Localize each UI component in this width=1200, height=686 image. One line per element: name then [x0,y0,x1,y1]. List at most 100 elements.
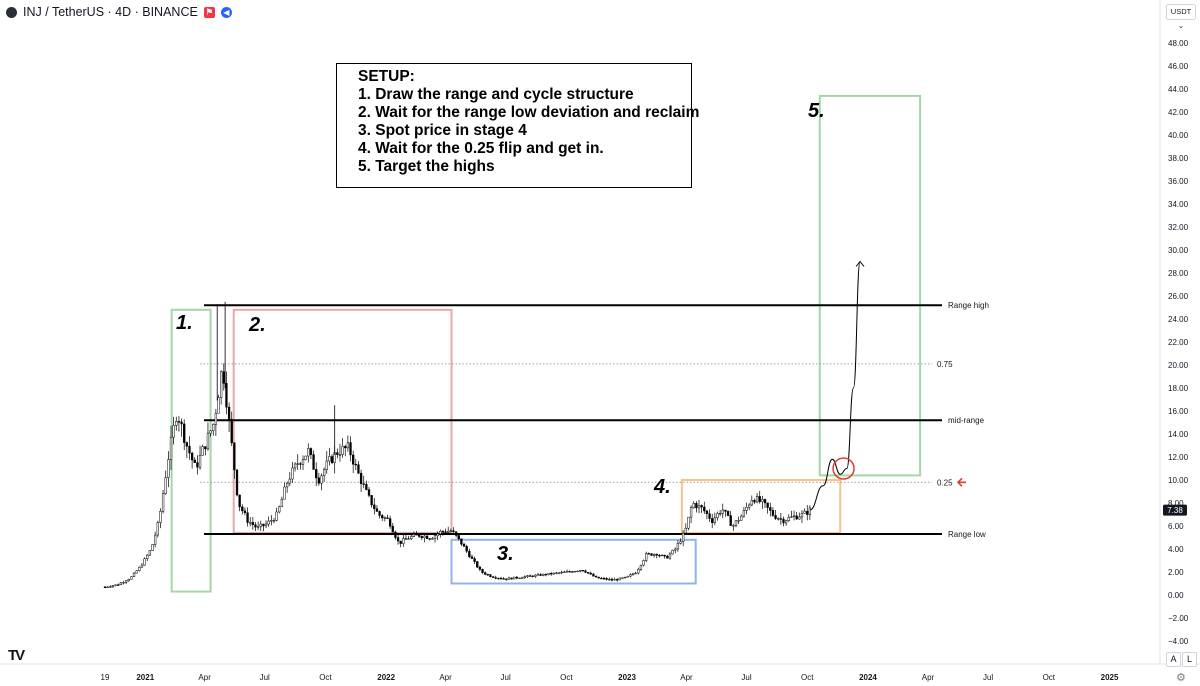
candle-body [346,442,350,449]
candle-body [668,553,672,559]
candle-body [700,505,703,508]
candle-body [748,504,751,508]
candle-body [563,571,566,573]
candle-body [494,577,497,579]
chart-header: INJ / TetherUS · 4D · BINANCE ⚑ ◀ [6,4,232,20]
candle-body [431,538,434,540]
candle-body [621,577,624,579]
candle-body [222,371,225,384]
candle-body [674,548,677,551]
candle-body [647,553,651,555]
candle-body [449,530,452,532]
candle-body [243,510,247,513]
candle-body [645,553,648,561]
candle-body [349,442,352,456]
candle-body [246,512,249,523]
candle-body [610,578,614,581]
log-scale-button[interactable]: L [1182,652,1197,667]
candle-body [613,579,616,581]
candle-body [489,574,492,577]
candle-body [420,536,423,539]
candle-body [486,574,489,576]
flag-icon[interactable]: ⚑ [203,6,215,18]
candle-body [737,520,740,522]
auto-scale-button[interactable]: A [1166,652,1181,667]
level-label: mid-range [948,416,985,425]
candle-body [185,442,188,447]
candle-body [388,518,392,527]
stage-label-5: 5. [808,100,825,122]
candle-body [790,516,793,518]
candle-body [470,556,474,559]
candle-body [473,558,476,562]
candle-body [576,570,579,573]
candle-body [206,432,210,450]
candle-body [169,436,173,460]
candle-body [201,446,204,456]
candle-body [425,535,429,539]
tradingview-logo[interactable]: TV [8,647,25,664]
candle-body [381,515,384,519]
candle-body [695,503,698,509]
x-tick-label: Jul [741,673,751,682]
candle-body [505,578,508,580]
candle-body [304,455,307,461]
zone-box-3 [450,538,697,585]
level-arrow-icon [956,477,966,487]
candle-body [639,564,643,570]
candle-body [365,484,368,490]
y-tick-label: 20.00 [1168,361,1189,370]
y-tick-label: 30.00 [1168,246,1189,255]
rewind-icon[interactable]: ◀ [220,6,232,18]
candle-body [579,570,582,572]
level-label: Range low [948,530,986,539]
candle-body [135,570,138,574]
setup-title: SETUP: [358,68,415,85]
y-tick-label: 32.00 [1168,223,1189,232]
candle-body [399,540,402,544]
candle-body [106,586,109,588]
candle-body [774,515,777,519]
candle-body [262,523,265,527]
candle-body [109,586,112,588]
candle-body [745,507,748,511]
candle-body [507,577,511,580]
candle-body [658,554,661,557]
candle-body [196,462,199,468]
candle-body [330,456,334,463]
candle-body [359,472,363,484]
candle-body [241,506,244,512]
level-label: 0.25 [937,478,953,487]
currency-selector[interactable]: USDT ⌄ [1166,4,1196,30]
zone-box-1 [170,308,212,593]
candle-body [132,572,136,577]
candle-body [655,553,658,556]
settings-gear-icon[interactable]: ⚙ [1176,672,1186,684]
candle-body [523,576,526,578]
candle-body [515,576,518,579]
candle-body [103,586,107,589]
candle-body [782,518,785,524]
y-tick-label: 2.00 [1168,568,1184,577]
y-tick-label: 4.00 [1168,545,1184,554]
candle-body [605,578,608,580]
candle-body [800,513,804,518]
candle-body [697,505,701,509]
candle-body [383,517,386,519]
setup-step: 5. Target the highs [358,158,495,175]
candle-body [769,507,772,511]
candle-body [375,508,379,512]
symbol-title[interactable]: INJ / TetherUS · 4D · BINANCE [23,5,198,19]
candle-body [325,460,328,470]
stage-label-3: 3. [497,543,514,565]
candle-body [338,454,342,456]
candle-body [792,515,796,517]
candle-body [682,532,685,542]
x-tick-label: Oct [560,673,573,682]
x-tick-label: Apr [198,673,211,682]
candle-body [513,576,516,580]
candle-body [227,406,231,420]
zone-box-4 [680,479,842,534]
y-tick-label: 26.00 [1168,292,1189,301]
